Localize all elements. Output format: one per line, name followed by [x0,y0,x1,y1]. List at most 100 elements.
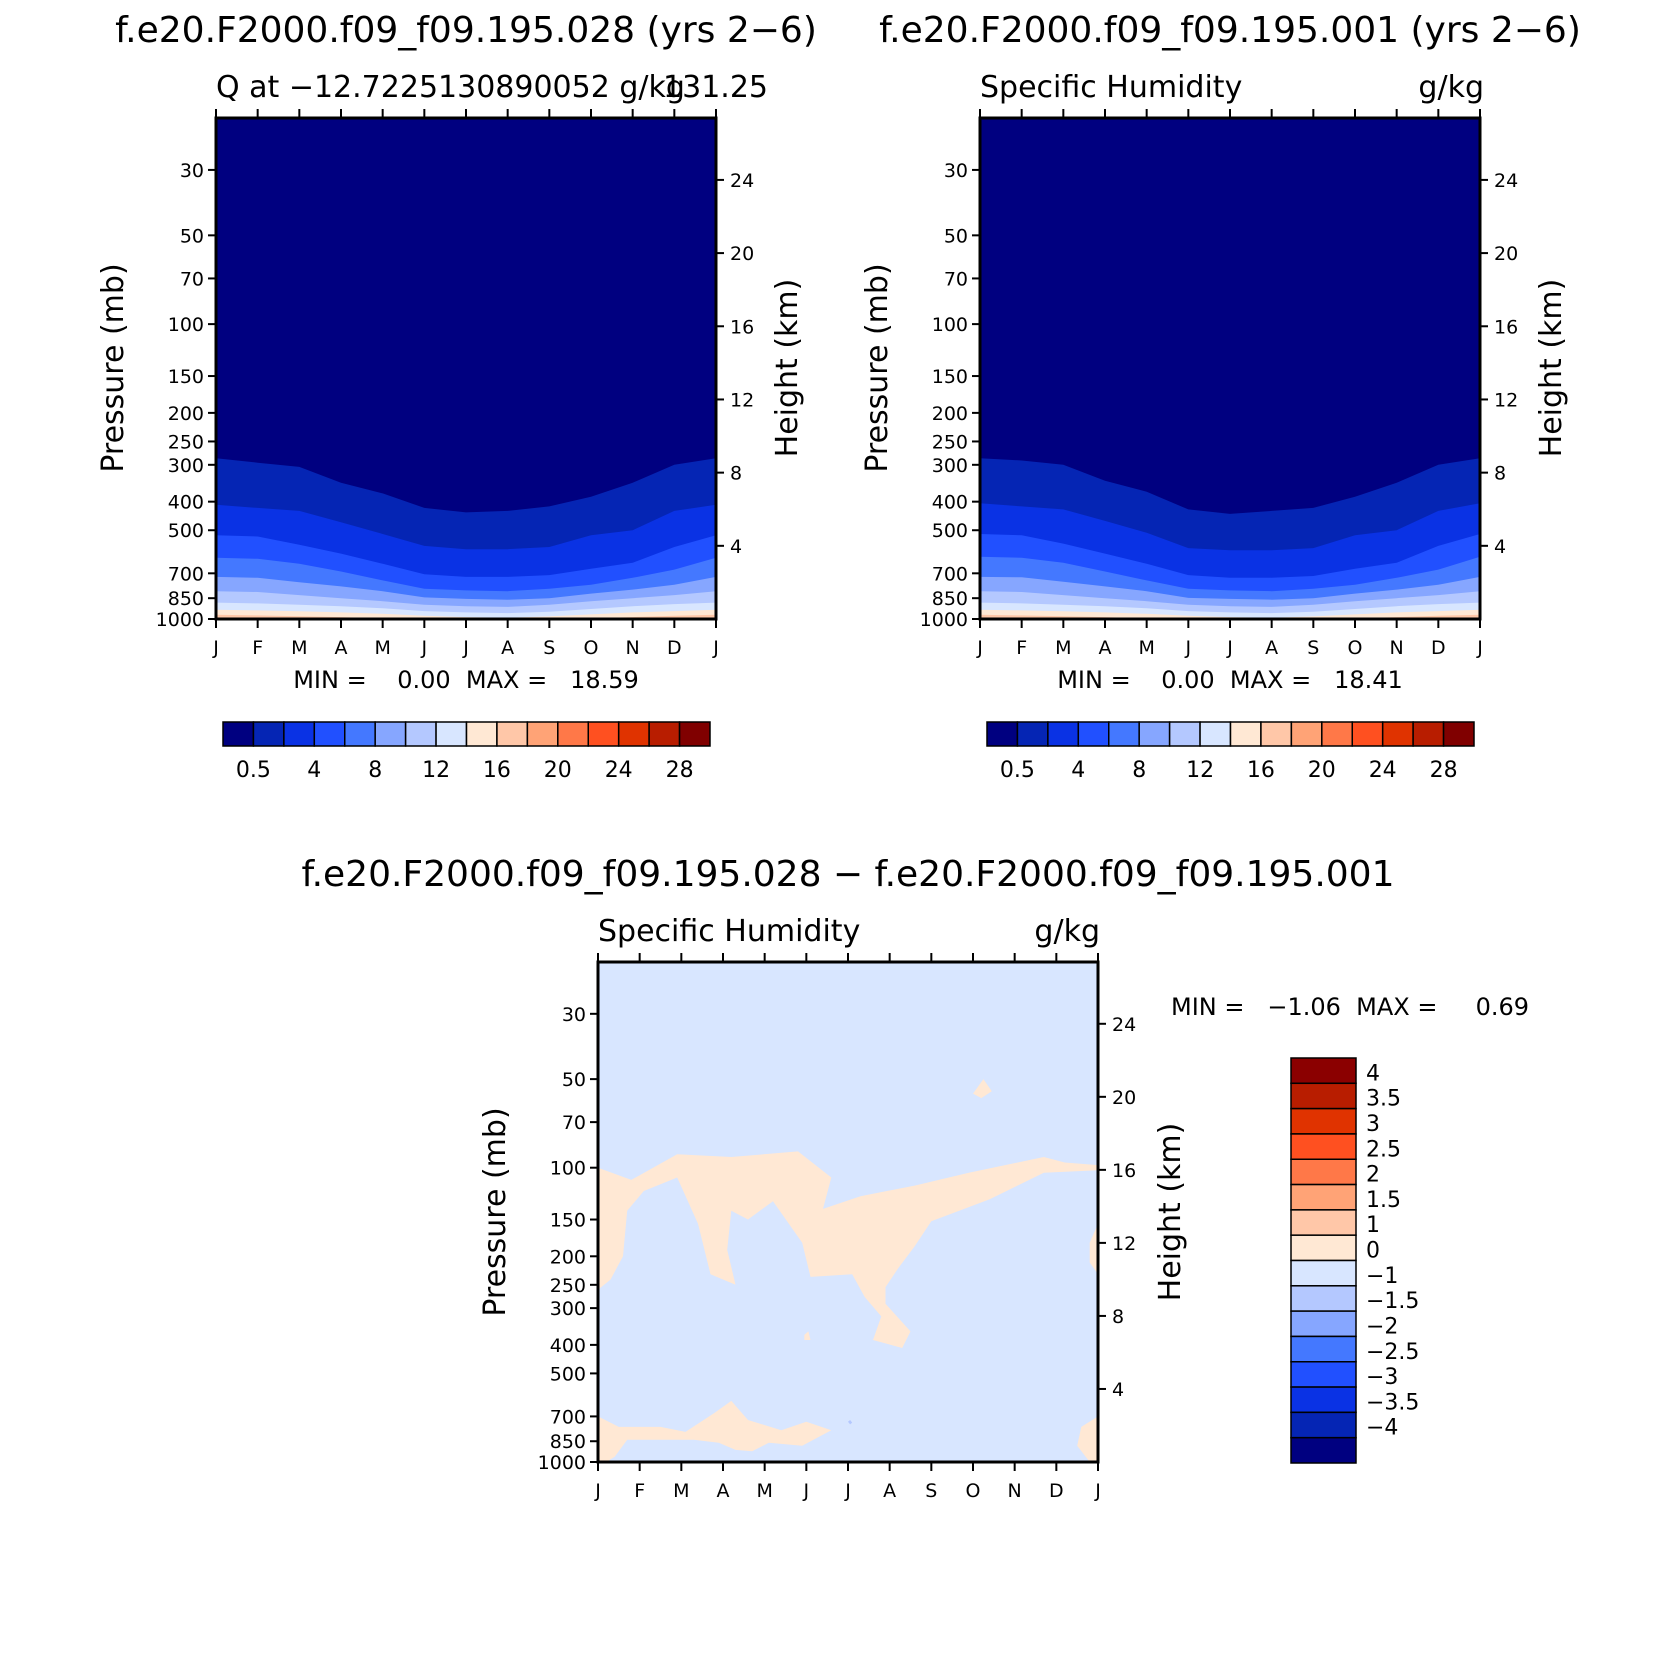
pressure-tick-label: 50 [562,1069,586,1091]
colorbar-swatch [1290,1335,1357,1363]
positive-region-1 [1089,1223,1098,1275]
colorbar-label: 0 [1366,1239,1380,1264]
min-max-label: MIN = 0.00 MAX = 18.59 [293,666,639,694]
contour-band-14 [216,609,716,619]
colorbar-label: 0.5 [236,758,271,783]
month-label: M [1055,637,1071,659]
y2-axis-label: Height (km) [1534,279,1569,458]
colorbar-label: 4 [1071,758,1085,783]
colorbar: 43.532.521.510−1−1.5−2−2.5−3−3.5−4 [1290,1057,1419,1464]
colorbar-label: 0.5 [1000,758,1035,783]
pressure-tick-label: 100 [168,314,204,336]
height-tick-label: 24 [730,170,754,192]
y2-axis-label: Height (km) [770,279,805,458]
pressure-tick-label: 100 [550,1158,586,1180]
positive-region-3 [804,1331,811,1340]
month-label: J [803,1480,810,1502]
colorbar-label: 20 [544,758,572,783]
contour-field [980,118,1480,619]
colorbar-label: −2.5 [1366,1340,1419,1365]
min-max-label: MIN = −1.06 MAX = 0.69 [1171,993,1529,1021]
colorbar-swatch [1138,721,1171,747]
height-tick-label: 16 [1112,1160,1136,1182]
month-label: O [584,637,599,659]
pressure-tick-label: 70 [180,268,204,290]
pressure-tick-label: 300 [550,1298,586,1320]
month-label: A [335,637,348,659]
colorbar-swatch [496,721,529,747]
pressure-tick-label: 30 [562,1004,586,1026]
month-label: A [1265,637,1278,659]
colorbar-label: 16 [1247,758,1275,783]
month-label: M [291,637,307,659]
month-label: N [1008,1480,1022,1502]
left-string: Q at −12.7225130890052 g/kg [216,70,685,105]
colorbar-swatch [252,721,285,747]
pressure-tick-label: 70 [944,268,968,290]
month-label: M [374,637,390,659]
pressure-tick-label: 300 [932,455,968,477]
height-tick-label: 4 [1494,536,1506,558]
month-label: M [756,1480,772,1502]
colorbar-swatch [1290,1183,1357,1211]
height-tick-label: 16 [730,316,754,338]
colorbar-swatch [1290,721,1323,747]
colorbar-swatch [1442,721,1475,747]
colorbar-swatch [1229,721,1262,747]
panel-top-left: f.e20.F2000.f09_f09.195.028 (yrs 2−6) Q … [96,10,817,783]
pressure-tick-label: 1000 [920,609,968,631]
month-label: J [1226,637,1233,659]
month-label: F [1016,637,1027,659]
colorbar-swatch [1290,1107,1357,1135]
colorbar-swatch [435,721,468,747]
colorbar-label: 1 [1366,1213,1380,1238]
month-label: S [1307,637,1319,659]
month-label: N [1390,637,1404,659]
colorbar-swatch [617,721,650,747]
colorbar-swatch [404,721,437,747]
month-label: J [844,1480,851,1502]
positive-region-0 [598,1151,1098,1348]
colorbar-swatch [1047,721,1080,747]
contour-field [216,118,716,619]
pressure-tick-label: 700 [932,563,968,585]
height-tick-label: 8 [730,463,742,485]
height-tick-label: 24 [1112,1014,1136,1036]
height-tick-label: 8 [1494,463,1506,485]
colorbar-label: 4 [1366,1061,1380,1086]
height-tick-label: 4 [1112,1379,1124,1401]
colorbar-swatch [557,721,589,747]
y2-axis-label: Height (km) [1153,1123,1188,1302]
pressure-tick-label: 500 [168,520,204,542]
colorbar-swatch [344,721,376,747]
month-label: D [667,637,682,659]
contour-band-14 [980,609,1480,619]
pressure-tick-label: 200 [168,403,204,425]
colorbar-swatch [1290,1259,1357,1287]
colorbar-label: 1.5 [1366,1188,1401,1213]
colorbar-label: 24 [605,758,633,783]
month-label: J [1094,1480,1101,1502]
colorbar-swatch [1412,721,1445,747]
pressure-tick-label: 50 [180,225,204,247]
colorbar-label: 20 [1308,758,1336,783]
colorbar-swatch [1199,721,1232,747]
month-label: J [976,637,983,659]
month-label: J [421,637,428,659]
month-label: J [712,637,719,659]
month-label: D [1049,1480,1064,1502]
pressure-tick-label: 400 [168,492,204,514]
height-tick-label: 20 [1494,243,1518,265]
colorbar-label: −4 [1366,1416,1398,1441]
month-label: J [1185,637,1192,659]
colorbar-swatch [1351,721,1384,747]
colorbar-swatch [1108,721,1140,747]
left-string: Specific Humidity [980,70,1242,105]
colorbar-swatch [986,721,1019,747]
colorbar-label: 3.5 [1366,1087,1401,1112]
colorbar-swatch [587,721,620,747]
month-label: A [1099,637,1112,659]
case-title: f.e20.F2000.f09_f09.195.001 (yrs 2−6) [879,10,1581,51]
colorbar-label: 12 [422,758,450,783]
